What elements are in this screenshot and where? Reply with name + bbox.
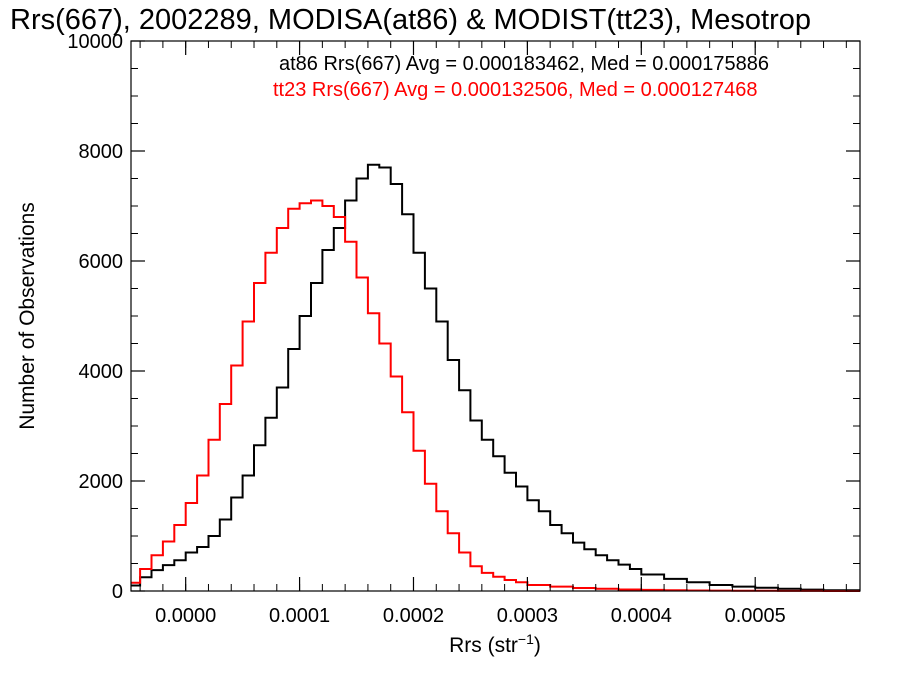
y-axis-label: Number of Observations: [16, 202, 39, 430]
y-tick-label: 0: [112, 581, 123, 603]
y-tick-label: 6000: [79, 251, 124, 273]
y-axis: 0 2000 4000 6000 8000 10000: [67, 31, 860, 603]
x-axis: 0.0000 0.0001 0.0002 0.0003 0.0004 0.0005: [139, 41, 847, 627]
series-1-line: [131, 199, 860, 592]
x-axis-label-main: Rrs (str: [449, 634, 518, 657]
x-tick-label: 0.0002: [383, 605, 444, 627]
x-axis-label: Rrs (str−1): [449, 631, 541, 657]
x-tick-label: 0.0001: [269, 605, 330, 627]
x-tick-label: 0.0004: [611, 605, 672, 627]
y-tick-label: 8000: [79, 141, 124, 163]
x-axis-label-superscript: −1: [518, 631, 534, 647]
x-tick-label: 0.0000: [155, 605, 216, 627]
y-tick-label: 10000: [67, 31, 123, 53]
x-tick-label: 0.0003: [497, 605, 558, 627]
x-axis-label-close: ): [534, 634, 541, 657]
series-0-line: [131, 163, 860, 592]
y-tick-label: 4000: [79, 361, 124, 383]
chart-title: Rrs(667), 2002289, MODISA(at86) & MODIST…: [10, 4, 811, 36]
annotation-at86: at86 Rrs(667) Avg = 0.000183462, Med = 0…: [279, 53, 769, 75]
series-layer: [131, 163, 860, 592]
x-tick-label: 0.0005: [725, 605, 786, 627]
annotation-tt23: tt23 Rrs(667) Avg = 0.000132506, Med = 0…: [273, 79, 757, 101]
y-tick-label: 2000: [79, 471, 124, 493]
